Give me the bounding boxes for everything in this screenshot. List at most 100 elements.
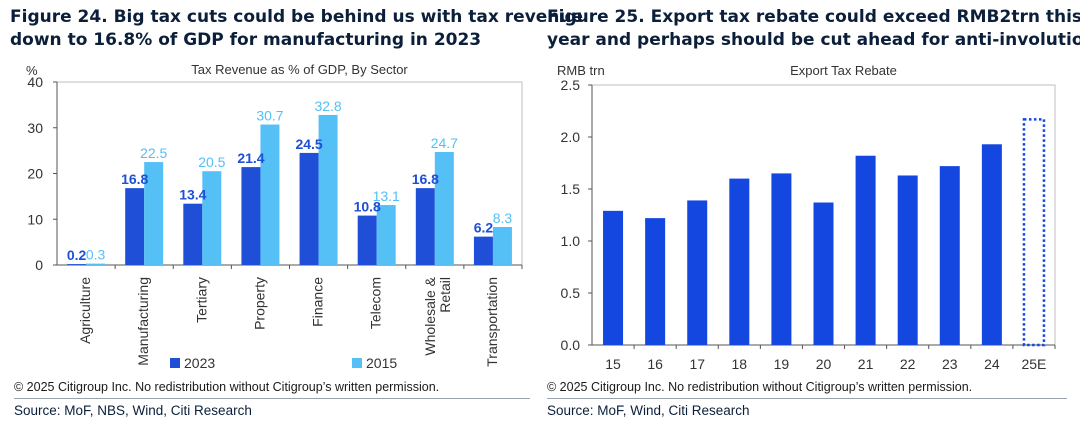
x-category-label: 24 [984, 356, 1000, 372]
bar-2015 [144, 162, 164, 265]
bar [981, 144, 1002, 345]
y-tick-label: 0.5 [561, 285, 581, 301]
y-tick-label: 40 [27, 74, 43, 90]
x-category-label: Transportation [484, 277, 500, 367]
bar-2015 [86, 263, 106, 265]
data-label-2023: 13.4 [179, 187, 206, 203]
x-category-label-group: Manufacturing [135, 277, 151, 366]
x-category-label: 17 [689, 356, 705, 372]
data-label-2023: 10.8 [354, 199, 381, 215]
x-category-label-line: Finance [310, 277, 326, 327]
data-label-2015: 0.3 [86, 247, 106, 263]
x-category-label-line: Transportation [484, 277, 500, 367]
x-category-label: Finance [310, 277, 326, 327]
x-category-label-group: Property [251, 277, 267, 330]
data-label-2023: 0.2 [67, 247, 87, 263]
bar-2015 [492, 227, 512, 265]
figure-24-copyright: © 2025 Citigroup Inc. No redistribution … [14, 380, 440, 394]
bar [813, 202, 834, 345]
x-category-label-line: Manufacturing [135, 277, 151, 366]
x-category-label: 25E [1021, 356, 1046, 372]
figure-25-divider [547, 398, 1067, 399]
bar-2023 [183, 203, 203, 265]
export-tax-rebate-chart: Export Tax Rebate RMB trn 0.0 0.5 1.0 1.5 2.0 2… [557, 63, 1056, 372]
y-tick-label: 2.5 [561, 77, 581, 93]
x-category-label: 15 [605, 356, 621, 372]
bar [687, 200, 708, 345]
y-tick-label: 2.0 [561, 129, 581, 145]
x-category-label-line: Tertiary [193, 277, 209, 323]
x-category-label: 22 [900, 356, 916, 372]
data-label-2023: 16.8 [121, 171, 148, 187]
x-category-label-group: Wholesale &Retail [422, 276, 453, 355]
bar-2015 [318, 114, 338, 265]
bar [603, 210, 624, 345]
data-label-2015: 30.7 [256, 108, 283, 124]
x-category-label: Agriculture [77, 277, 93, 344]
data-label-2015: 24.7 [431, 135, 458, 151]
data-label-2023: 6.2 [474, 220, 494, 236]
legend-label-2023: 2023 [184, 355, 215, 371]
bar [855, 155, 876, 345]
y-tick-label: 0 [35, 257, 43, 273]
bar [729, 178, 750, 345]
figure-24-title-line2: down to 16.8% of GDP for manufacturing i… [10, 30, 482, 50]
x-category-label-group: Finance [310, 277, 326, 327]
y-tick-label: 10 [27, 211, 43, 227]
data-label-2023: 16.8 [412, 171, 439, 187]
y-tick-label: 20 [27, 166, 43, 182]
x-category-label: Manufacturing [135, 277, 151, 366]
bar-2015 [202, 171, 222, 265]
tax-revenue-chart: Tax Revenue as % of GDP, By Sector% 0 10 20… [26, 62, 523, 371]
figure-24-divider [14, 398, 530, 399]
data-label-2015: 8.3 [493, 210, 513, 226]
bar [939, 166, 960, 345]
figure-24-title: Figure 24. Big tax cuts could be behind … [10, 6, 584, 52]
y-axis-label: % [26, 63, 38, 78]
bar-2023 [415, 188, 435, 265]
figure-25-title-line1: Figure 25. Export tax rebate could excee… [547, 7, 1080, 27]
y-axis-label: RMB trn [557, 63, 605, 78]
x-category-label-group: Tertiary [193, 277, 209, 323]
figure-25-source: Source: MoF, Wind, Citi Research [547, 403, 750, 418]
bar-2023 [241, 167, 261, 265]
data-label-2023: 24.5 [295, 136, 322, 152]
x-category-label-line: Wholesale & [422, 276, 438, 355]
figure-25-panel: Figure 25. Export tax rebate could excee… [545, 0, 1080, 427]
data-label-2015: 20.5 [198, 154, 225, 170]
y-tick-label: 0.0 [561, 337, 581, 353]
data-label-2023: 21.4 [237, 150, 264, 166]
y-tick-label: 1.0 [561, 233, 581, 249]
figure-24-title-line1: Figure 24. Big tax cuts could be behind … [10, 7, 584, 27]
figure-25-title: Figure 25. Export tax rebate could excee… [547, 6, 1080, 52]
chart-title: Export Tax Rebate [790, 63, 897, 78]
data-label-2015: 32.8 [314, 98, 341, 114]
bar-2023 [67, 264, 87, 265]
bar [897, 175, 918, 345]
x-category-label-line: Retail [437, 277, 453, 313]
x-category-label: 18 [732, 356, 748, 372]
bar-2015 [260, 124, 280, 265]
bar-2015 [434, 151, 454, 265]
y-tick-label: 1.5 [561, 181, 581, 197]
y-tick-label: 30 [27, 120, 43, 136]
legend-swatch-2015 [352, 358, 362, 368]
bar-2015 [376, 205, 396, 265]
data-label-2015: 13.1 [373, 188, 400, 204]
x-category-label-line: Property [251, 277, 267, 330]
bar-2023 [357, 215, 377, 265]
x-category-label: Telecom [368, 277, 384, 329]
legend-label-2015: 2015 [366, 355, 397, 371]
figure-25-copyright: © 2025 Citigroup Inc. No redistribution … [547, 380, 973, 394]
x-category-label: 20 [816, 356, 832, 372]
x-category-label: Property [251, 277, 267, 330]
bar-2023 [473, 236, 493, 265]
bar [771, 173, 792, 345]
x-category-label: Wholesale &Retail [422, 276, 453, 355]
x-category-label-group: Agriculture [77, 277, 93, 344]
bar-2023 [125, 188, 145, 265]
figure-24-panel: Figure 24. Big tax cuts could be behind … [10, 6, 584, 418]
chart-title: Tax Revenue as % of GDP, By Sector [191, 62, 408, 77]
bar [645, 218, 666, 345]
figure-25-title-line2: year and perhaps should be cut ahead for… [547, 30, 1080, 50]
